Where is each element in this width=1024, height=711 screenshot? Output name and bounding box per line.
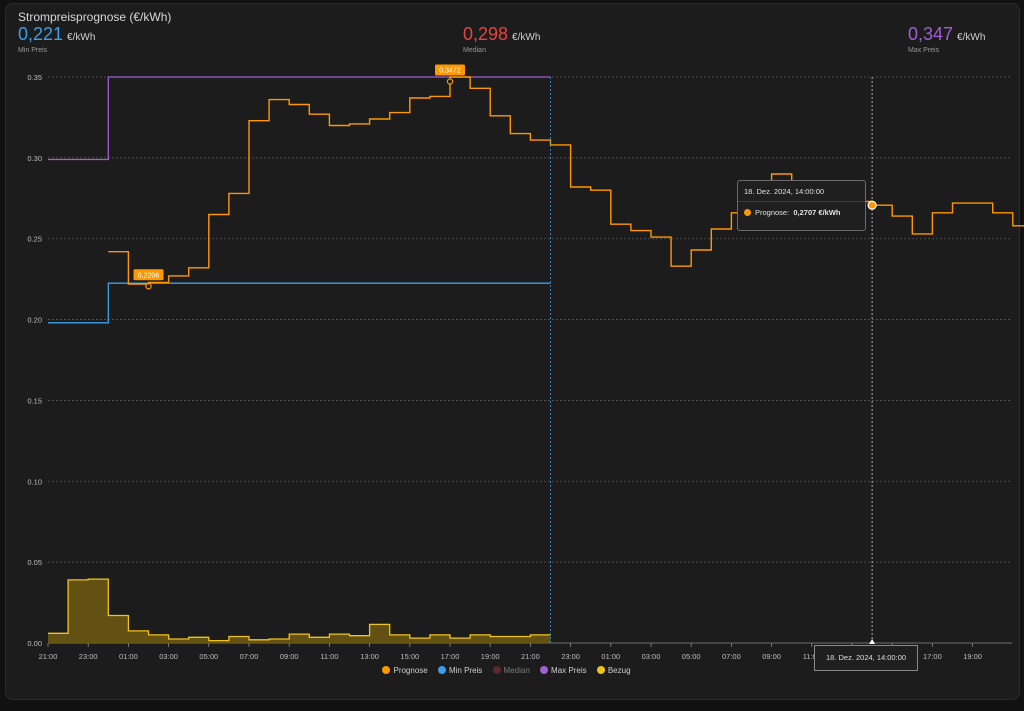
legend-label: Max Preis <box>551 666 587 675</box>
legend-label: Bezug <box>607 666 631 675</box>
y-tick-label: 0.25 <box>27 235 42 244</box>
tooltip-series-dot <box>744 209 751 216</box>
legend-item-median[interactable]: Median <box>492 666 530 675</box>
annotation-box <box>435 64 465 76</box>
y-tick-label: 0.00 <box>27 639 42 648</box>
legend-label: Median <box>503 666 530 675</box>
bezug-area <box>48 579 551 643</box>
annotation-label: 0,3472 <box>439 68 461 75</box>
tooltip-date: 18. Dez. 2024, 14:00:00 <box>738 181 865 202</box>
stat-max-value: 0,347 <box>908 24 954 44</box>
x-tick-label: 01:00 <box>119 652 138 661</box>
legend-item-min-preis[interactable]: Min Preis <box>437 666 483 675</box>
x-tick-label: 17:00 <box>923 652 942 661</box>
tooltip-row: Prognose: 0,2707 €/kWh <box>738 202 865 223</box>
y-tick-label: 0.15 <box>27 396 42 405</box>
x-tick-label: 11:00 <box>320 652 338 661</box>
x-tick-label: 01:00 <box>601 652 620 661</box>
y-tick-label: 0.10 <box>27 477 42 486</box>
legend-dot <box>382 666 391 674</box>
annotation-point <box>145 283 152 290</box>
stat-min-value: 0,221 <box>18 24 64 44</box>
x-tick-label: 19:00 <box>963 652 982 661</box>
x-tick-label: 21:00 <box>521 652 540 661</box>
x-tick-label: 17:00 <box>441 652 460 661</box>
legend-dot <box>437 666 446 674</box>
annotation-point <box>446 78 454 85</box>
legend-label: Min Preis <box>448 666 483 675</box>
stat-median-label: Median <box>463 47 486 54</box>
x-tick-label: 03:00 <box>159 652 178 661</box>
min-price-line <box>48 282 551 324</box>
y-tick-label: 0.30 <box>27 154 42 163</box>
tooltip-series: Prognose: <box>755 208 790 217</box>
legend-item-max-preis[interactable]: Max Preis <box>540 666 587 675</box>
legend-item-prognose[interactable]: Prognose <box>382 666 428 675</box>
legend-label: Prognose <box>393 666 428 675</box>
chart-legend: Prognose Min Preis Median Max Preis Bezu… <box>0 666 1013 675</box>
x-tick-label: 23:00 <box>561 652 580 661</box>
x-tick-label: 09:00 <box>762 652 781 661</box>
x-tick-label: 23:00 <box>79 652 98 661</box>
x-tick-label: 21:00 <box>39 652 58 661</box>
hover-point <box>867 200 877 210</box>
y-tick-label: 0.20 <box>27 316 42 325</box>
legend-dot <box>596 666 605 674</box>
stat-max-price[interactable]: 0,347 €/kWh Max Preis <box>908 24 985 54</box>
x-tick-label: 07:00 <box>722 652 741 661</box>
x-tick-label: 09:00 <box>280 652 299 661</box>
tooltip-value: 0,2707 €/kWh <box>793 208 841 217</box>
legend-item-bezug[interactable]: Bezug <box>596 666 631 675</box>
x-tick-label: 19:00 <box>481 652 500 661</box>
x-tick-label: 15:00 <box>400 652 419 661</box>
x-tick-label: 05:00 <box>199 652 218 661</box>
x-tick-label: 03:00 <box>642 652 661 661</box>
x-tick-label: 07:00 <box>240 652 259 661</box>
legend-dot <box>540 666 549 674</box>
card-title: Strompreisprognose (€/kWh) <box>18 10 172 24</box>
annotation-label: 0,2206 <box>138 272 160 279</box>
x-tick-label: 05:00 <box>682 652 701 661</box>
stat-median[interactable]: 0,298 €/kWh Median <box>463 24 540 54</box>
crosshair-marker <box>869 639 876 644</box>
x-tick-label: 11:00 <box>803 652 821 661</box>
bezug-line <box>48 578 551 642</box>
y-tick-label: 0.05 <box>27 558 42 567</box>
prognose-line <box>108 76 1024 285</box>
annotation-box <box>133 269 164 281</box>
stat-min-price[interactable]: 0,221 €/kWh Min Preis <box>18 24 95 54</box>
stat-median-value: 0,298 <box>463 24 509 44</box>
legend-dot <box>492 666 501 674</box>
x-tick-label: 13:00 <box>360 652 379 661</box>
max-price-line <box>48 76 551 161</box>
stat-max-label: Max Preis <box>908 47 940 54</box>
stat-median-unit: €/kWh <box>512 32 541 43</box>
y-tick-label: 0.35 <box>27 73 42 82</box>
xaxis-tooltip: 18. Dez. 2024, 14:00:00 <box>814 645 918 671</box>
chart-tooltip: 18. Dez. 2024, 14:00:00 Prognose: 0,2707… <box>737 180 866 231</box>
stat-min-label: Min Preis <box>18 47 48 54</box>
stat-max-unit: €/kWh <box>957 32 986 43</box>
stat-min-unit: €/kWh <box>67 32 96 43</box>
price-forecast-card: Strompreisprognose (€/kWh) 0,221 €/kWh Mi… <box>5 3 1020 700</box>
